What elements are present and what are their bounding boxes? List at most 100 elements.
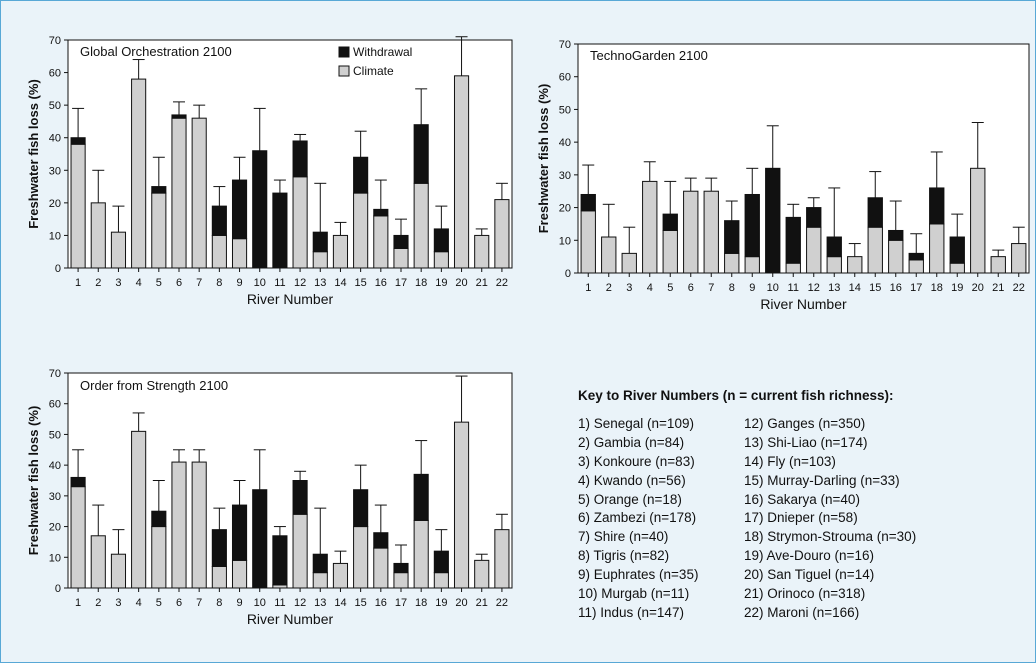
bar-climate bbox=[231, 559, 248, 589]
key-item: 12) Ganges (n=350) bbox=[744, 416, 866, 431]
bar-withdrawal bbox=[393, 562, 409, 574]
legend-label-climate: Climate bbox=[353, 64, 394, 78]
x-tick-label: 14 bbox=[334, 597, 346, 609]
bar-withdrawal bbox=[373, 208, 389, 217]
x-tick-label: 22 bbox=[496, 597, 508, 609]
x-tick-label: 22 bbox=[1013, 282, 1025, 294]
x-tick-label: 11 bbox=[274, 597, 285, 609]
y-tick-label: 70 bbox=[49, 35, 61, 47]
bar-withdrawal bbox=[949, 236, 965, 264]
bar-withdrawal bbox=[70, 137, 86, 145]
x-tick-label: 3 bbox=[115, 277, 121, 289]
x-tick-label: 15 bbox=[869, 282, 881, 294]
bar-climate bbox=[312, 251, 328, 269]
legend-swatch-climate bbox=[338, 65, 350, 77]
bar-climate bbox=[703, 190, 719, 274]
bar-climate bbox=[171, 117, 187, 269]
bar-climate bbox=[131, 430, 147, 589]
bar-withdrawal bbox=[908, 252, 924, 261]
bar-climate bbox=[413, 519, 429, 589]
x-tick-label: 6 bbox=[176, 277, 182, 289]
y-tick-label: 0 bbox=[565, 268, 571, 280]
chart-title: TechnoGarden 2100 bbox=[590, 48, 708, 63]
x-tick-label: 8 bbox=[216, 597, 222, 609]
key-item: 20) San Tiguel (n=14) bbox=[744, 567, 875, 583]
bar-withdrawal bbox=[211, 529, 227, 567]
x-tick-label: 9 bbox=[236, 277, 242, 289]
key-item: 5) Orange (n=18) bbox=[578, 491, 682, 507]
key-item: 14) Fly (n=103) bbox=[744, 453, 836, 469]
bar-withdrawal bbox=[292, 480, 308, 515]
bar-withdrawal bbox=[929, 187, 945, 225]
y-axis-label: Freshwater fish loss (%) bbox=[26, 79, 41, 229]
x-tick-label: 20 bbox=[972, 282, 984, 294]
bar-climate bbox=[151, 526, 167, 589]
bar-climate bbox=[785, 262, 801, 274]
bar-withdrawal bbox=[252, 489, 268, 589]
bar-climate bbox=[724, 252, 740, 274]
bar-climate bbox=[393, 572, 409, 589]
bar-climate bbox=[642, 180, 658, 274]
bar-climate bbox=[847, 256, 863, 274]
bar-withdrawal bbox=[70, 476, 86, 488]
bar-climate bbox=[474, 559, 490, 589]
bar-withdrawal bbox=[272, 535, 288, 586]
bar-climate bbox=[433, 572, 449, 589]
x-tick-label: 1 bbox=[75, 277, 81, 289]
bar-climate bbox=[970, 167, 986, 274]
y-tick-label: 40 bbox=[559, 137, 571, 149]
y-tick-label: 30 bbox=[49, 491, 61, 503]
bar-climate bbox=[683, 190, 699, 274]
bar-climate bbox=[494, 529, 510, 589]
bar-climate bbox=[110, 231, 127, 269]
bar-climate bbox=[292, 176, 308, 269]
x-tick-label: 6 bbox=[688, 282, 694, 294]
bar-climate bbox=[826, 256, 842, 274]
bar-withdrawal bbox=[353, 489, 369, 528]
y-tick-label: 40 bbox=[49, 460, 61, 472]
x-tick-label: 18 bbox=[415, 277, 427, 289]
y-tick-label: 20 bbox=[559, 203, 571, 215]
bar-climate bbox=[929, 223, 945, 274]
x-tick-label: 9 bbox=[236, 597, 242, 609]
key-list-right: 12) Ganges (n=350) 13) Shi-Liao (n=174) 14… bbox=[744, 415, 916, 623]
bar-climate bbox=[171, 461, 187, 589]
legend-label-withdrawal: Withdrawal bbox=[353, 45, 412, 59]
key-item: 6) Zambezi (n=178) bbox=[578, 510, 697, 526]
key-item: 22) Maroni (n=166) bbox=[744, 604, 860, 620]
y-tick-label: 40 bbox=[49, 133, 61, 145]
key-item: 7) Shire (n=40) bbox=[578, 529, 669, 545]
bar-withdrawal bbox=[413, 124, 429, 184]
y-tick-label: 60 bbox=[49, 399, 61, 411]
bar-climate bbox=[393, 247, 409, 269]
x-axis-label: River Number bbox=[247, 611, 334, 627]
bar-climate bbox=[744, 256, 760, 274]
key-item: 1) Senegal (n=109) bbox=[578, 416, 694, 431]
bar-climate bbox=[312, 572, 328, 589]
bar-withdrawal bbox=[151, 186, 167, 194]
y-axis-label: Freshwater fish loss (%) bbox=[536, 84, 551, 234]
bar-withdrawal bbox=[151, 510, 167, 528]
bar-withdrawal bbox=[292, 140, 308, 178]
bar-climate bbox=[292, 513, 308, 589]
bar-climate bbox=[332, 562, 349, 589]
bar-climate bbox=[211, 234, 227, 269]
key-item: 19) Ave-Douro (n=16) bbox=[744, 548, 874, 564]
y-axis-label: Freshwater fish loss (%) bbox=[26, 406, 41, 556]
bar-climate bbox=[70, 486, 86, 589]
x-tick-label: 7 bbox=[196, 597, 202, 609]
bar-withdrawal bbox=[413, 473, 429, 521]
x-tick-label: 20 bbox=[455, 597, 467, 609]
bar-withdrawal bbox=[765, 167, 781, 274]
y-tick-label: 10 bbox=[559, 235, 571, 247]
y-tick-label: 30 bbox=[49, 165, 61, 177]
bar-withdrawal bbox=[231, 179, 248, 240]
x-tick-label: 21 bbox=[476, 597, 488, 609]
x-tick-label: 19 bbox=[435, 597, 447, 609]
x-tick-label: 20 bbox=[455, 277, 467, 289]
y-tick-label: 70 bbox=[559, 39, 571, 51]
x-tick-label: 1 bbox=[75, 597, 81, 609]
bar-climate bbox=[353, 526, 369, 589]
